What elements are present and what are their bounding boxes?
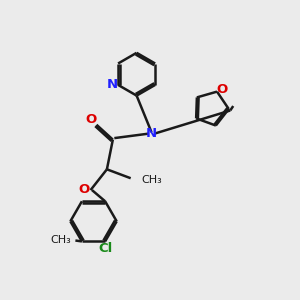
Text: N: N [106,78,118,92]
Text: CH₃: CH₃ [50,235,70,245]
Text: CH₃: CH₃ [141,175,162,185]
Text: O: O [217,83,228,96]
Text: O: O [85,113,97,126]
Text: N: N [146,127,157,140]
Text: O: O [78,183,90,196]
Text: Cl: Cl [98,242,112,255]
